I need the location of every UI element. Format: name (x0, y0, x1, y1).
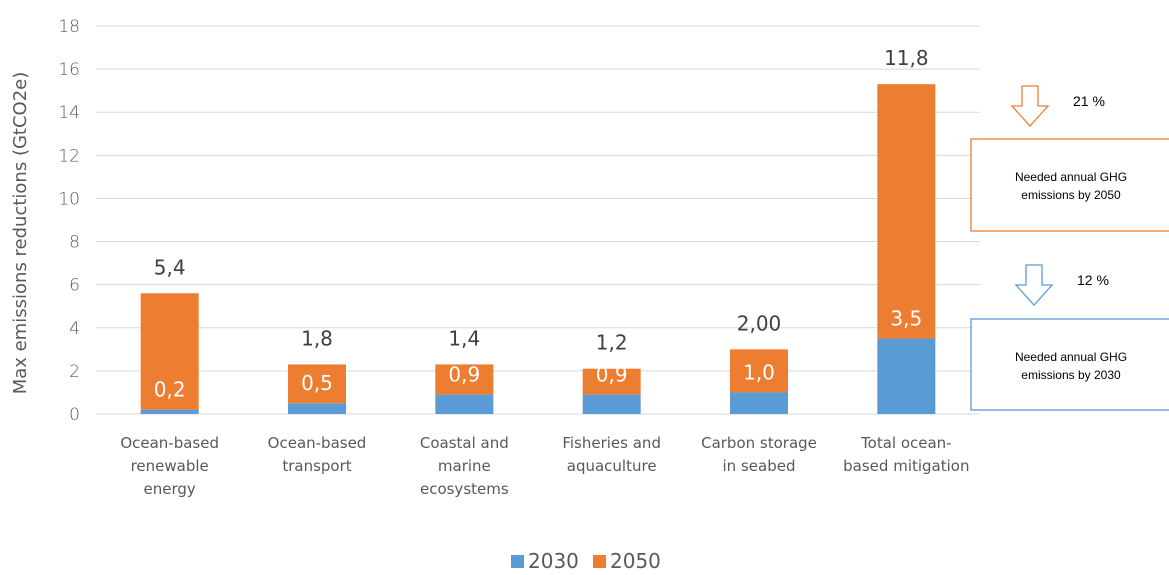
percent-label: 21 % (1073, 93, 1105, 109)
data-label-2030: 0,9 (448, 363, 480, 387)
data-label-2030: 0,9 (596, 363, 628, 387)
annotation-box (970, 138, 1169, 232)
y-tick-label: 16 (58, 60, 80, 80)
data-label-2030: 1,0 (743, 360, 775, 384)
data-label-2050: 1,4 (448, 326, 480, 350)
bar-2030 (877, 338, 936, 414)
data-label-2050: 5,4 (154, 255, 186, 279)
bar-2030 (582, 394, 641, 414)
y-tick-label: 18 (58, 17, 80, 37)
data-label-2050: 2,00 (737, 311, 782, 335)
bar-2050 (582, 368, 641, 395)
bars: 0,2 5,4 0,5 1,8 0,9 1,4 0,9 1,2 1,0 2,00 3,5 11,8 (140, 46, 936, 414)
annotation-box-text: emissions by 2050 (1021, 188, 1121, 202)
y-tick-label: 14 (58, 103, 80, 123)
bar-2030 (435, 394, 494, 414)
y-tick-label: 0 (69, 405, 80, 425)
data-label-2050: 1,2 (596, 331, 628, 355)
data-label-2030: 3,5 (890, 307, 922, 331)
data-label-2030: 0,2 (154, 378, 186, 402)
y-tick-label: 6 (69, 276, 80, 296)
bar-2030 (140, 409, 199, 414)
category-label: aquaculture (567, 457, 657, 475)
y-tick-label: 12 (58, 146, 80, 166)
annotation-box-text: Needed annual GHG (1015, 350, 1127, 364)
category-label: Ocean-based (268, 434, 367, 452)
annotation-box-text: emissions by 2030 (1021, 368, 1121, 382)
bar-2050 (435, 364, 494, 395)
y-tick-label: 10 (58, 189, 80, 209)
category-label: in seabed (723, 457, 796, 475)
category-label: Ocean-based (120, 434, 219, 452)
data-label-2030: 0,5 (301, 371, 333, 395)
y-axis-label: Max emissions reductions (GtCO2e) (10, 72, 31, 395)
y-tick-label: 2 (69, 362, 80, 382)
gridlines (96, 25, 980, 415)
bar-2050 (877, 84, 936, 339)
category-label: Fisheries and (562, 434, 661, 452)
percent-label: 12 % (1077, 272, 1109, 288)
annotations: 21 % Needed annual GHG emissions by 2050 12… (970, 85, 1169, 411)
legend-swatch-2030 (511, 555, 524, 568)
down-arrow-2050-icon (1010, 85, 1050, 127)
y-tick-label: 4 (69, 319, 80, 339)
bar-2050 (288, 364, 346, 404)
category-label: based mitigation (843, 457, 969, 475)
down-arrow-2030-icon (1014, 264, 1054, 306)
bar-2030 (730, 392, 788, 414)
legend-label: 2050 (610, 549, 661, 573)
category-label: energy (144, 480, 196, 498)
data-label-2050: 1,8 (301, 326, 333, 350)
y-tick-labels: 0 2 4 6 8 10 12 14 16 18 (58, 17, 80, 425)
category-label: renewable (131, 457, 209, 475)
category-label: Total ocean- (860, 434, 952, 452)
category-label: marine (438, 457, 491, 475)
legend: 2030 2050 (511, 549, 661, 573)
category-label: ecosystems (420, 480, 509, 498)
y-tick-label: 8 (69, 233, 80, 253)
category-label: Carbon storage (701, 434, 817, 452)
category-label: Coastal and (420, 434, 509, 452)
legend-swatch-2050 (593, 555, 606, 568)
data-label-2050: 11,8 (884, 46, 929, 70)
bar-2030 (288, 403, 346, 414)
bar-2050 (730, 349, 788, 393)
category-label: transport (282, 457, 351, 475)
legend-label: 2030 (528, 549, 579, 573)
category-labels: Ocean-based renewable energy Ocean-based tra… (120, 434, 969, 498)
bar-2050 (140, 293, 199, 410)
annotation-box-text: Needed annual GHG (1015, 170, 1127, 184)
annotation-box (970, 318, 1169, 411)
